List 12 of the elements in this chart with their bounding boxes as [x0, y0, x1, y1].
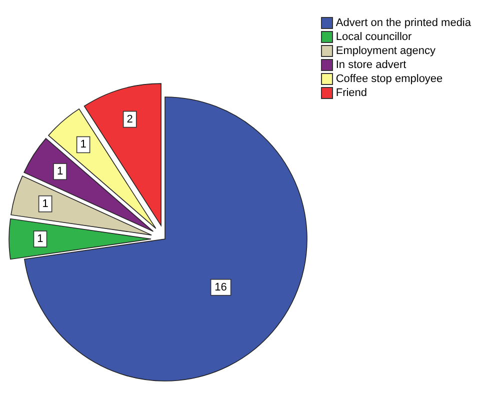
legend-label: Employment agency: [336, 44, 436, 58]
legend-label: Advert on the printed media: [336, 16, 471, 30]
data-label: 1: [56, 166, 64, 178]
data-label: 1: [80, 138, 86, 151]
legend-label: In store advert: [336, 58, 406, 72]
data-label: 16: [214, 281, 227, 294]
data-label: 2: [126, 113, 133, 126]
legend-label: Coffee stop employee: [336, 72, 443, 86]
data-label: 1: [42, 198, 48, 210]
legend-label: Local councillor: [336, 30, 412, 44]
data-label: 1: [37, 233, 44, 245]
legend-label: Friend: [336, 86, 368, 100]
